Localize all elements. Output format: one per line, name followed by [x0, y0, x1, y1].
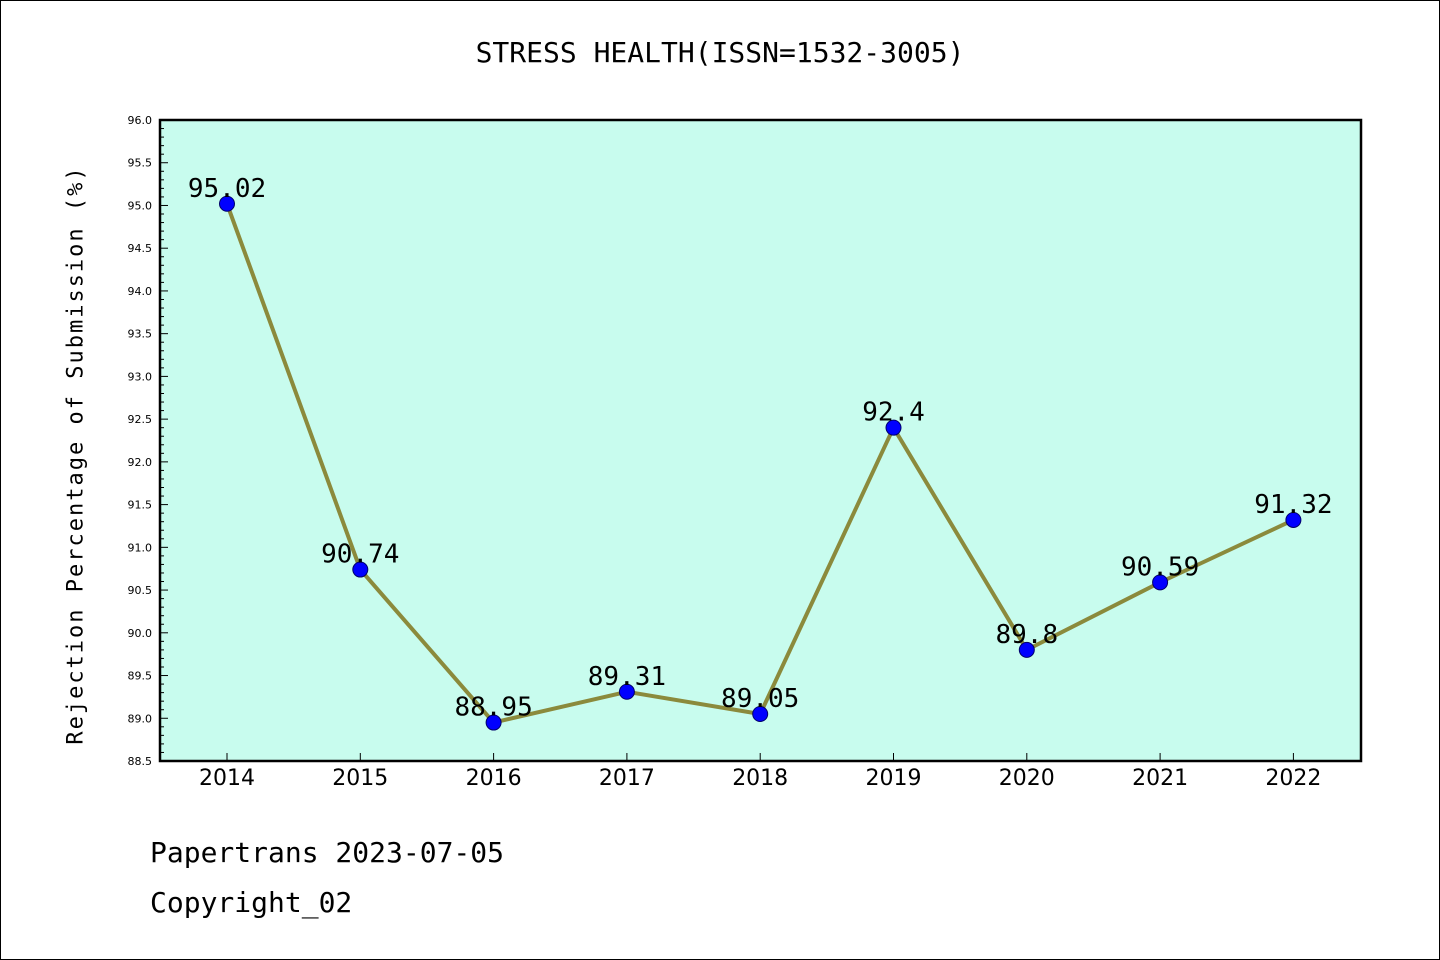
data-label: 89.05 — [721, 684, 799, 714]
y-tick-label: 93.0 — [128, 370, 153, 383]
x-tick-label: 2018 — [732, 766, 788, 791]
y-tick-label: 88.5 — [128, 755, 153, 768]
y-tick-label: 92.5 — [128, 413, 153, 426]
footer-source: Papertrans 2023-07-05 — [150, 836, 505, 869]
data-label: 91.32 — [1254, 490, 1332, 520]
x-tick-label: 2021 — [1132, 766, 1188, 791]
footer-copyright: Copyright_02 — [150, 886, 353, 919]
data-point — [352, 561, 369, 578]
data-point — [752, 705, 769, 722]
data-label: 90.74 — [321, 540, 399, 570]
y-tick-label: 93.5 — [128, 328, 153, 341]
chart-title: STRESS HEALTH(ISSN=1532-3005) — [475, 36, 965, 69]
data-label: 89.31 — [588, 662, 666, 692]
y-tick-label: 95.5 — [128, 157, 153, 170]
x-tick-label: 2014 — [199, 766, 255, 791]
y-tick-label: 94.5 — [128, 242, 153, 255]
y-tick-label: 92.0 — [128, 456, 153, 469]
y-tick-label: 91.5 — [128, 499, 153, 512]
data-point — [1152, 574, 1169, 591]
data-point — [485, 714, 502, 731]
data-point — [1285, 511, 1302, 528]
y-tick-label: 94.0 — [128, 285, 153, 298]
y-tick-label: 96.0 — [128, 114, 153, 127]
data-label: 90.59 — [1121, 552, 1199, 582]
x-tick-label: 2017 — [599, 766, 655, 791]
y-tick-label: 90.5 — [128, 584, 153, 597]
y-tick-label: 89.0 — [128, 712, 153, 725]
y-tick-label: 95.0 — [128, 199, 153, 212]
data-point — [219, 195, 235, 212]
data-label: 89.8 — [995, 620, 1058, 650]
y-tick-label: 90.0 — [128, 627, 153, 640]
plot-area — [160, 120, 1361, 761]
x-tick-label: 2016 — [466, 766, 522, 791]
x-tick-label: 2015 — [332, 766, 388, 791]
data-label: 95.02 — [188, 174, 266, 204]
x-tick-label: 2020 — [999, 766, 1055, 791]
data-point — [1018, 641, 1035, 658]
data-label: 88.95 — [454, 693, 532, 723]
data-label: 92.4 — [862, 398, 925, 428]
data-point — [885, 419, 902, 436]
x-tick-label: 2019 — [866, 766, 922, 791]
y-tick-label: 89.5 — [128, 670, 153, 683]
data-point — [618, 683, 635, 700]
x-tick-label: 2022 — [1265, 766, 1321, 791]
plot-border — [158, 118, 1363, 763]
y-tick-label: 91.0 — [128, 541, 153, 554]
